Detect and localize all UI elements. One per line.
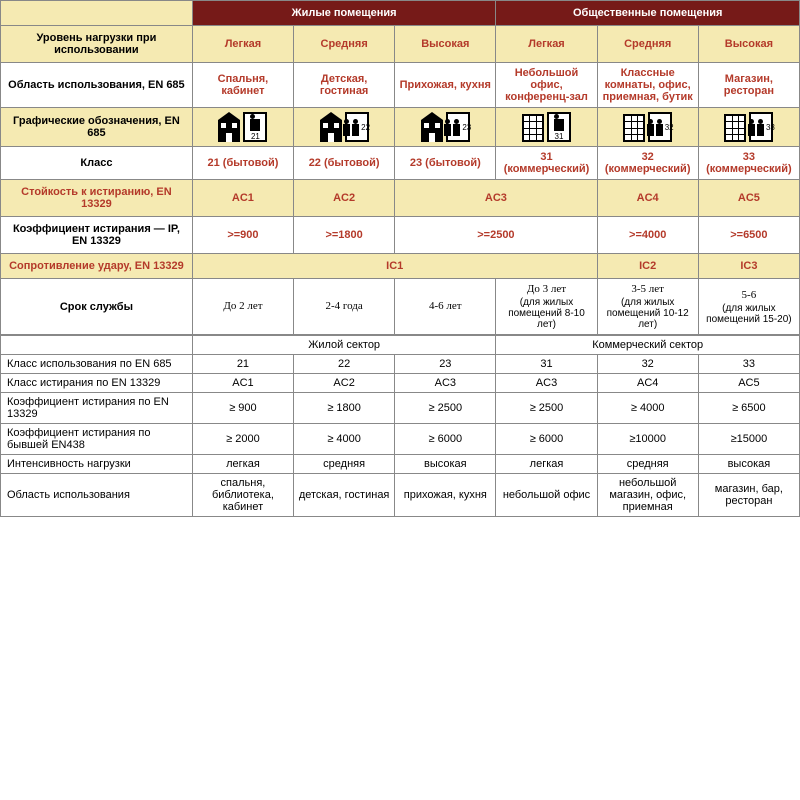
area-of-use-label: Область использования, EN 685 (1, 63, 193, 108)
building-icon (623, 114, 645, 142)
icon-cell: 32 (597, 108, 698, 147)
area-of-use-row: Область использования, EN 685 Спальня, к… (1, 63, 800, 108)
table-cell: 23 (395, 355, 496, 374)
coefficient-row-label: Коэффициент истирания — IP, EN 13329 (1, 217, 193, 254)
person-icon: 33 (749, 112, 773, 142)
table-cell: ≥ 2500 (395, 393, 496, 424)
person-icon: 31 (547, 112, 571, 142)
impact-row: Сопротивление удару, EN 13329 IC1 IC2 IC… (1, 254, 800, 279)
icon-cell: 33 (698, 108, 799, 147)
house-icon (218, 120, 240, 142)
table-cell: ≥ 1800 (294, 393, 395, 424)
lifespan-cell: 5-6(для жилых помещений 15-20) (698, 279, 799, 335)
table-cell: ≥ 4000 (294, 424, 395, 455)
table-cell: ≥ 6500 (698, 393, 799, 424)
table-cell: детская, гостиная (294, 474, 395, 517)
classification-table: Жилые помещения Общественные помещения У… (0, 0, 800, 335)
class-row: Класс 21 (бытовой) 22 (бытовой) 23 (быто… (1, 147, 800, 180)
class-row-label: Класс (1, 147, 193, 180)
table-cell: небольшой магазин, офис, приемная (597, 474, 698, 517)
table-cell: ≥ 6000 (395, 424, 496, 455)
table-cell: небольшой офис (496, 474, 597, 517)
abrasion-row: Стойкость к истиранию, EN 13329 AC1 AC2 … (1, 180, 800, 217)
summary-table: Жилой сектор Коммерческий сектор Класс и… (0, 335, 800, 517)
row-label: Интенсивность нагрузки (1, 455, 193, 474)
group-header-residential: Жилые помещения (192, 1, 496, 26)
icon-cell: 22 (294, 108, 395, 147)
icons-row-label: Графические обозначения, EN 685 (1, 108, 193, 147)
lifespan-row-label: Срок службы (1, 279, 193, 335)
table-row: Коэффициент истирания по бывшей EN438≥ 2… (1, 424, 800, 455)
icon-cell: 21 (192, 108, 293, 147)
table-cell: ≥ 2500 (496, 393, 597, 424)
load-level-label: Уровень нагрузки при использовании (1, 26, 193, 63)
sector-residential: Жилой сектор (192, 336, 496, 355)
lifespan-cell: До 2 лет (192, 279, 293, 335)
house-icon (320, 120, 342, 142)
abrasion-row-label: Стойкость к истиранию, EN 13329 (1, 180, 193, 217)
table-cell: магазин, бар, ресторан (698, 474, 799, 517)
load-level-row: Уровень нагрузки при использовании Легка… (1, 26, 800, 63)
sector-header-row: Жилой сектор Коммерческий сектор (1, 336, 800, 355)
table-cell: AC2 (294, 374, 395, 393)
table-cell: 31 (496, 355, 597, 374)
lifespan-cell: 2-4 года (294, 279, 395, 335)
person-icon: 32 (648, 112, 672, 142)
table-row: Класс истирания по EN 13329AC1AC2AC3AC3A… (1, 374, 800, 393)
person-icon: 21 (243, 112, 267, 142)
lifespan-cell: До 3 лет(для жилых помещений 8-10 лет) (496, 279, 597, 335)
table-cell: 33 (698, 355, 799, 374)
building-icon (724, 114, 746, 142)
table-cell: высокая (395, 455, 496, 474)
table-cell: ≥10000 (597, 424, 698, 455)
table-cell: AC5 (698, 374, 799, 393)
impact-row-label: Сопротивление удару, EN 13329 (1, 254, 193, 279)
person-icon: 23 (446, 112, 470, 142)
table-row: Класс использования по EN 68521222331323… (1, 355, 800, 374)
lifespan-cell: 3-5 лет(для жилых помещений 10-12 лет) (597, 279, 698, 335)
icons-row: Графические обозначения, EN 685 21 22 23… (1, 108, 800, 147)
group-header-row: Жилые помещения Общественные помещения (1, 1, 800, 26)
table-cell: прихожая, кухня (395, 474, 496, 517)
coefficient-row: Коэффициент истирания — IP, EN 13329 >=9… (1, 217, 800, 254)
table-cell: ≥15000 (698, 424, 799, 455)
table-cell: легкая (192, 455, 293, 474)
lifespan-cell: 4-6 лет (395, 279, 496, 335)
table-cell: 21 (192, 355, 293, 374)
table-cell: средняя (597, 455, 698, 474)
table-cell: спальня, библиотека, кабинет (192, 474, 293, 517)
row-label: Коэффициент истирания по EN 13329 (1, 393, 193, 424)
table-cell: ≥ 900 (192, 393, 293, 424)
table-cell: 22 (294, 355, 395, 374)
lifespan-row: Срок службы До 2 лет 2-4 года 4-6 лет До… (1, 279, 800, 335)
table-cell: AC3 (395, 374, 496, 393)
table-cell: AC4 (597, 374, 698, 393)
person-icon: 22 (345, 112, 369, 142)
group-header-public: Общественные помещения (496, 1, 800, 26)
icon-cell: 31 (496, 108, 597, 147)
building-icon (522, 114, 544, 142)
row-label: Класс истирания по EN 13329 (1, 374, 193, 393)
sector-commercial: Коммерческий сектор (496, 336, 800, 355)
icon-cell: 23 (395, 108, 496, 147)
table-cell: ≥ 4000 (597, 393, 698, 424)
table-row: Область использованияспальня, библиотека… (1, 474, 800, 517)
table-cell: AC3 (496, 374, 597, 393)
house-icon (421, 120, 443, 142)
table-row: Коэффициент истирания по EN 13329≥ 900≥ … (1, 393, 800, 424)
table-cell: средняя (294, 455, 395, 474)
row-label: Класс использования по EN 685 (1, 355, 193, 374)
table-cell: ≥ 2000 (192, 424, 293, 455)
row-label: Область использования (1, 474, 193, 517)
table-cell: AC1 (192, 374, 293, 393)
table-cell: высокая (698, 455, 799, 474)
table-cell: легкая (496, 455, 597, 474)
row-label: Коэффициент истирания по бывшей EN438 (1, 424, 193, 455)
table-cell: ≥ 6000 (496, 424, 597, 455)
table-row: Интенсивность нагрузкилегкаясредняявысок… (1, 455, 800, 474)
table-cell: 32 (597, 355, 698, 374)
